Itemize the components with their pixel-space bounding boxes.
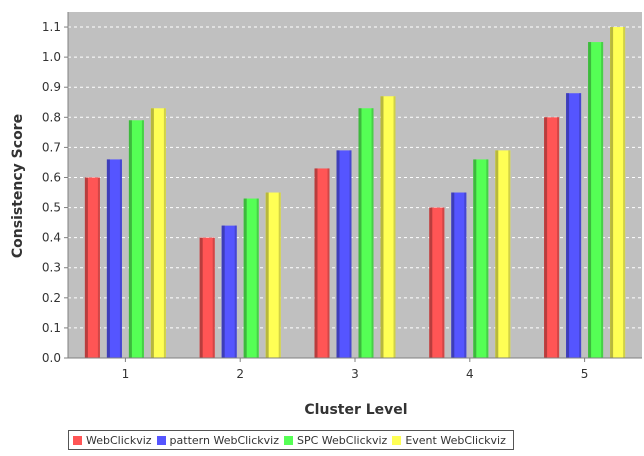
bar [610, 27, 625, 358]
bar-shade [129, 120, 132, 358]
bar-shade [266, 193, 269, 358]
bar [566, 93, 581, 358]
bar-edge [328, 168, 330, 358]
legend-label: SPC WebClickviz [297, 434, 387, 447]
y-axis-title: Consistency Score [10, 114, 26, 258]
bar-edge [464, 193, 466, 358]
bar-shade [544, 117, 547, 358]
chart-legend: WebClickviz pattern WebClickviz SPC WebCli… [68, 430, 514, 450]
bar [544, 117, 559, 358]
bar-edge [579, 93, 581, 358]
bar-edge [257, 199, 259, 358]
bar [429, 208, 444, 358]
bar-shade [151, 108, 154, 358]
bar-edge [98, 177, 100, 358]
bar-edge [350, 150, 352, 358]
legend-item: pattern WebClickviz [157, 434, 279, 447]
bar [107, 159, 122, 358]
bar [337, 150, 352, 358]
x-tick-label: 1 [122, 367, 130, 381]
bar [222, 226, 237, 358]
bar [381, 96, 396, 358]
bar [85, 177, 100, 358]
bar-shade [200, 238, 203, 358]
bar-edge [120, 159, 122, 358]
legend-item: SPC WebClickviz [284, 434, 387, 447]
bar [359, 108, 374, 358]
bar-shade [610, 27, 613, 358]
bar-edge [601, 42, 603, 358]
y-tick-label: 1.0 [42, 50, 61, 64]
legend-swatch [157, 436, 166, 445]
bar [451, 193, 466, 358]
bar [129, 120, 144, 358]
legend-label: Event WebClickviz [405, 434, 506, 447]
bar-shade [473, 159, 476, 358]
bar-edge [213, 238, 215, 358]
bar-edge [394, 96, 396, 358]
bar [315, 168, 330, 358]
y-tick-label: 0.4 [42, 231, 61, 245]
y-tick-label: 0.1 [42, 321, 61, 335]
bar-edge [279, 193, 281, 358]
x-axis-title: Cluster Level [304, 402, 407, 418]
x-tick-label: 5 [581, 367, 589, 381]
bar-edge [442, 208, 444, 358]
legend-swatch [73, 436, 82, 445]
legend-swatch [284, 436, 293, 445]
legend-item: WebClickviz [73, 434, 152, 447]
bar-shade [337, 150, 340, 358]
bar-shade [588, 42, 591, 358]
x-tick-label: 4 [466, 367, 474, 381]
bar-shade [451, 193, 454, 358]
bar-edge [623, 27, 625, 358]
bar-edge [164, 108, 166, 358]
bar-edge [235, 226, 237, 358]
bar-shade [359, 108, 362, 358]
bar-shade [315, 168, 318, 358]
x-tick-label: 3 [351, 367, 359, 381]
bar-edge [486, 159, 488, 358]
bar [495, 150, 510, 358]
y-tick-label: 0.8 [42, 110, 61, 124]
bar [244, 199, 259, 358]
y-tick-label: 0.3 [42, 261, 61, 275]
legend-label: WebClickviz [86, 434, 152, 447]
legend-swatch [392, 436, 401, 445]
bar [200, 238, 215, 358]
legend-label: pattern WebClickviz [170, 434, 279, 447]
y-tick-label: 0.5 [42, 201, 61, 215]
bar-edge [557, 117, 559, 358]
bar-shade [85, 177, 88, 358]
y-tick-label: 0.6 [42, 170, 61, 184]
bar-shade [566, 93, 569, 358]
bar-shade [107, 159, 110, 358]
bar-shade [495, 150, 498, 358]
bar [151, 108, 166, 358]
y-tick-label: 0.2 [42, 291, 61, 305]
bar-shade [381, 96, 384, 358]
bar-edge [142, 120, 144, 358]
bar-shade [244, 199, 247, 358]
bar-edge [372, 108, 374, 358]
bar [473, 159, 488, 358]
y-tick-label: 0.9 [42, 80, 61, 94]
bar-shade [429, 208, 432, 358]
bar-edge [508, 150, 510, 358]
bar [266, 193, 281, 358]
y-tick-label: 0.7 [42, 140, 61, 154]
x-tick-label: 2 [236, 367, 244, 381]
legend-item: Event WebClickviz [392, 434, 506, 447]
y-tick-label: 0.0 [42, 351, 61, 365]
y-tick-label: 1.1 [42, 20, 61, 34]
bar-shade [222, 226, 225, 358]
bar [588, 42, 603, 358]
